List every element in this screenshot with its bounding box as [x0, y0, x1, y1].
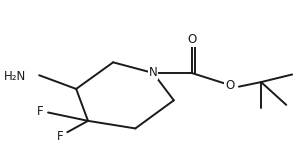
- Text: O: O: [187, 33, 196, 46]
- Text: N: N: [149, 66, 157, 79]
- Text: O: O: [225, 79, 235, 92]
- Text: F: F: [57, 130, 63, 143]
- Text: H₂N: H₂N: [4, 69, 26, 83]
- Text: F: F: [37, 105, 44, 118]
